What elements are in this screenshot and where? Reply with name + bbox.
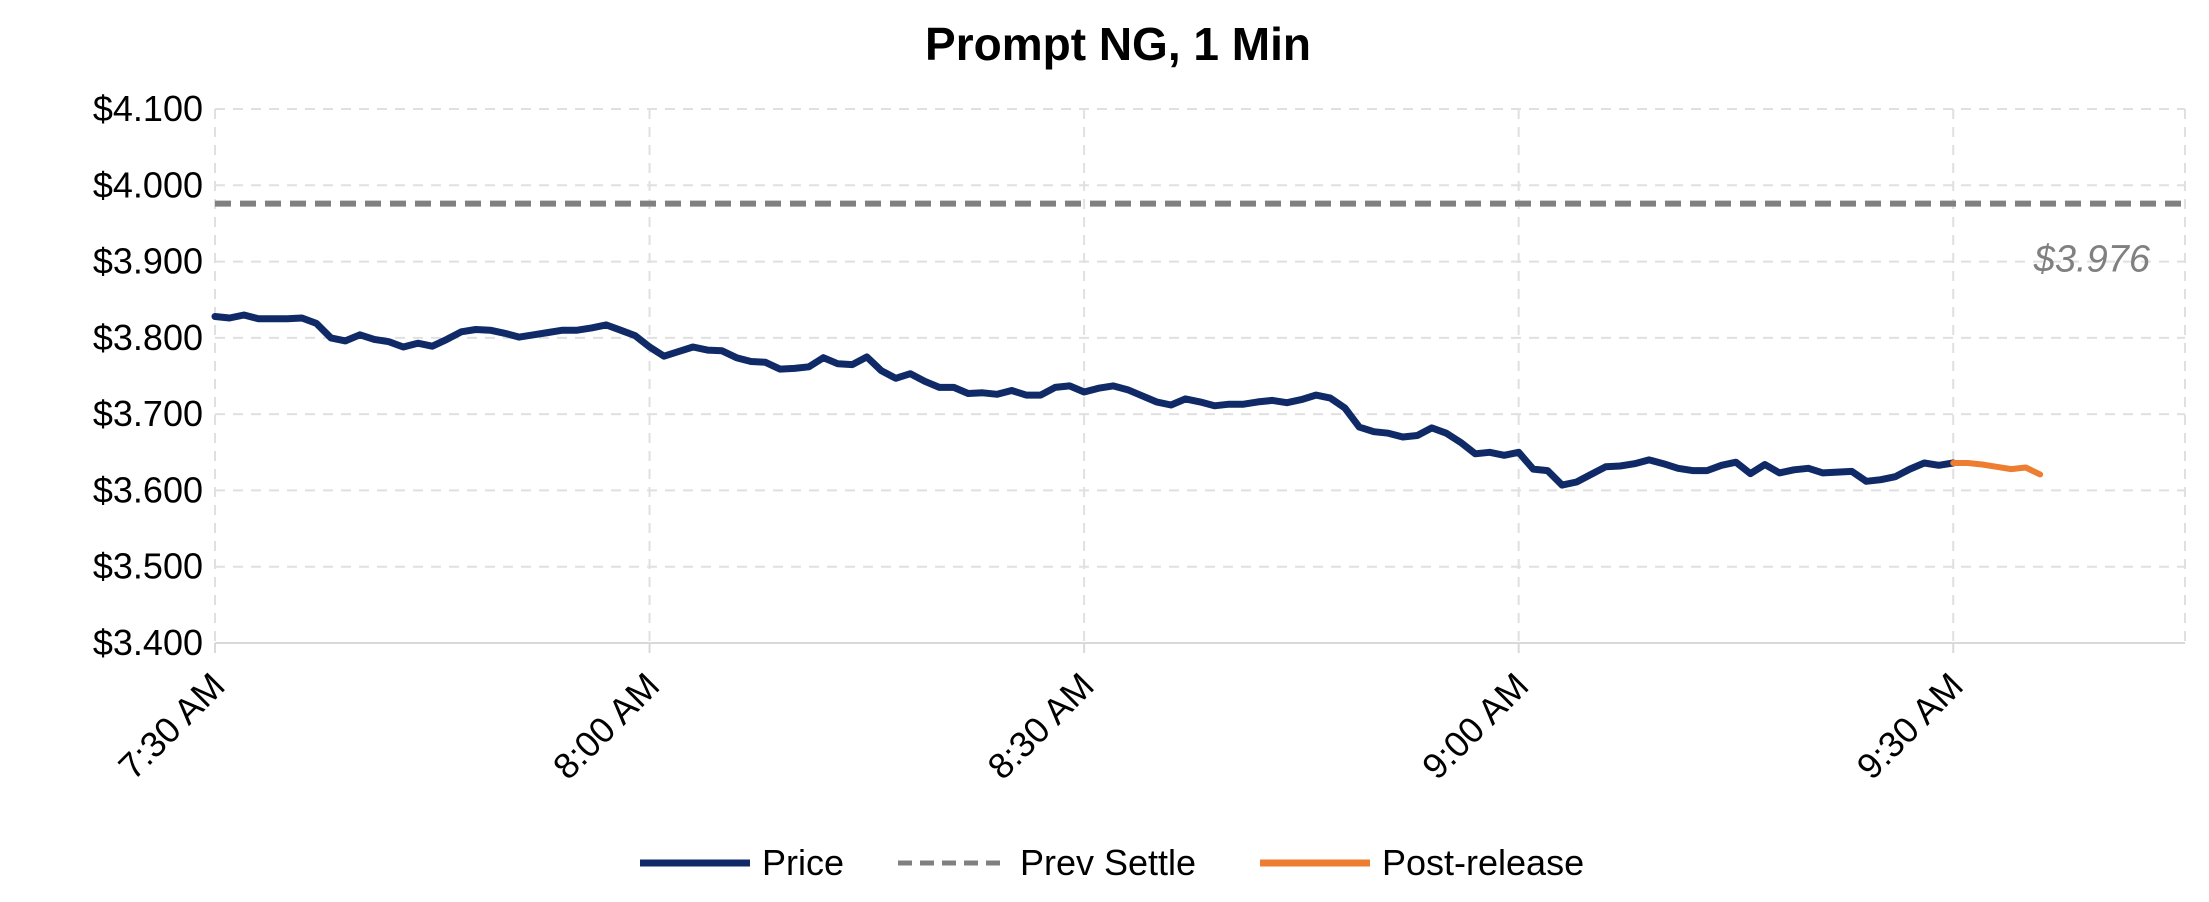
y-tick-label: $3.500: [93, 546, 203, 587]
y-tick-label: $4.100: [93, 88, 203, 129]
legend-item: Prev Settle: [898, 842, 1196, 883]
y-tick-label: $3.700: [93, 393, 203, 434]
post-release-line: [1950, 460, 2044, 478]
legend-label: Price: [762, 842, 844, 883]
price-line: [211, 311, 1957, 489]
legend-item: Price: [640, 842, 844, 883]
y-tick-label: $4.000: [93, 164, 203, 205]
x-tick-label: 9:00 AM: [1414, 665, 1536, 787]
x-axis-ticks: 7:30 AM 8:00 AM 8:30 AM 9:00 AM 9:30 AM: [110, 643, 1971, 787]
prev-settle-label: $3.976: [2033, 239, 2151, 281]
x-tick-label: 7:30 AM: [110, 665, 232, 787]
legend: Price Prev Settle Post-release: [640, 842, 1584, 883]
x-tick-label: 8:00 AM: [545, 665, 667, 787]
y-tick-label: $3.600: [93, 469, 203, 510]
legend-label: Prev Settle: [1020, 842, 1196, 883]
y-tick-label: $3.800: [93, 317, 203, 358]
y-tick-label: $3.900: [93, 241, 203, 282]
series-group: [211, 200, 2185, 489]
legend-item: Post-release: [1260, 842, 1584, 883]
gridlines: [214, 108, 2186, 643]
chart-title: Prompt NG, 1 Min: [925, 18, 1311, 70]
x-tick-label: 8:30 AM: [979, 665, 1101, 787]
x-tick-label: 9:30 AM: [1848, 665, 1970, 787]
legend-label: Post-release: [1382, 842, 1584, 883]
y-axis-ticks: $3.400 $3.500 $3.600 $3.700 $3.800 $3.900 $4.0…: [93, 88, 203, 663]
y-tick-label: $3.400: [93, 622, 203, 663]
